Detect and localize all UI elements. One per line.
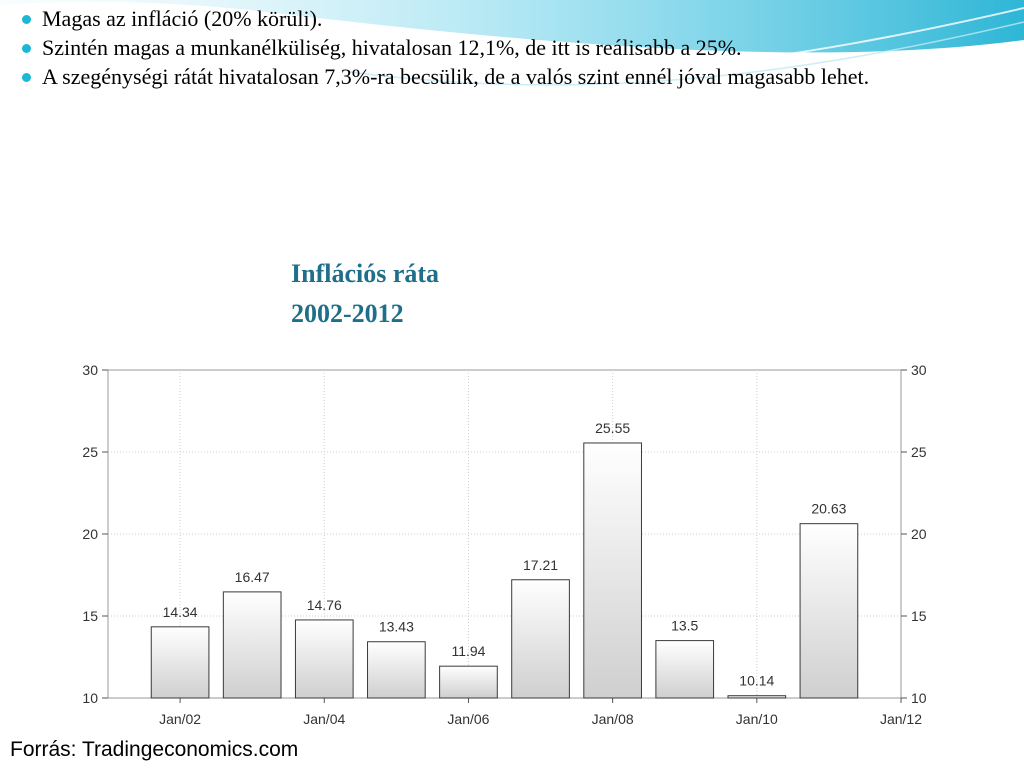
bar	[367, 641, 426, 699]
chart-title-line1: Inflációs ráta	[291, 259, 440, 288]
bar-value-label: 10.14	[739, 673, 774, 689]
y-tick-label-left: 15	[82, 608, 98, 624]
chart-container: 10 10 15 15 20 20 25 25 30 30 Jan/02 Jan/04 Jan/06 Ja…	[30, 345, 976, 745]
bullet-list: Magas az infláció (20% körüli). Szintén …	[18, 4, 1008, 91]
bullet-text: Magas az infláció (20% körüli).	[42, 6, 323, 31]
y-tick-label-left: 20	[82, 526, 98, 542]
bullet-dot-icon	[22, 73, 31, 82]
bar-value-label: 14.76	[307, 597, 342, 613]
bullet-item: Szintén magas a munkanélküliség, hivatal…	[18, 33, 1008, 62]
bar	[583, 442, 642, 699]
decorative-swoosh-header	[0, 0, 1024, 86]
bar	[799, 523, 859, 699]
x-tick-label: Jan/04	[303, 711, 345, 727]
bar-value-label: 14.34	[163, 604, 198, 620]
y-tick-label-left: 25	[82, 444, 98, 460]
chart-title: Inflációs ráta 2002-2012	[291, 254, 439, 334]
bar-value-label: 25.55	[595, 420, 630, 436]
x-tick-label: Jan/12	[880, 711, 922, 727]
y-tick-label-right: 25	[911, 444, 927, 460]
y-tick-label-right: 20	[911, 526, 927, 542]
y-tick-label-right: 30	[911, 362, 927, 378]
bar	[222, 591, 282, 699]
chart-title-line2: 2002-2012	[291, 299, 404, 328]
bar	[511, 579, 570, 699]
bar	[150, 626, 210, 699]
bullet-text: Szintén magas a munkanélküliség, hivatal…	[42, 35, 742, 60]
bar	[294, 619, 354, 699]
bar	[439, 665, 498, 699]
x-tick-label: Jan/02	[159, 711, 201, 727]
bar-value-label: 16.47	[235, 569, 270, 585]
x-tick-label: Jan/10	[736, 711, 778, 727]
bar	[655, 640, 715, 699]
inflation-bar-chart: 10 10 15 15 20 20 25 25 30 30 Jan/02 Jan/04 Jan/06 Ja…	[82, 362, 927, 727]
x-tick-label: Jan/06	[447, 711, 489, 727]
bullet-item: Magas az infláció (20% körüli).	[18, 4, 1008, 33]
bar-value-label: 13.5	[671, 618, 698, 634]
bullet-dot-icon	[22, 44, 31, 53]
y-tick-label-left: 30	[82, 362, 98, 378]
bar-value-label: 17.21	[523, 557, 558, 573]
bullet-text: A szegénységi rátát hivatalosan 7,3%-ra …	[42, 64, 870, 89]
y-tick-label-right: 10	[911, 690, 927, 706]
x-tick-label: Jan/08	[592, 711, 634, 727]
source-note: Forrás: Tradingeconomics.com	[10, 738, 299, 761]
bar-value-label: 11.94	[451, 643, 485, 659]
bullet-item: A szegénységi rátát hivatalosan 7,3%-ra …	[18, 62, 1008, 91]
y-tick-label-right: 15	[911, 608, 927, 624]
bar-value-label: 13.43	[379, 619, 414, 635]
bar-value-label: 20.63	[811, 501, 846, 517]
y-tick-label-left: 10	[82, 690, 98, 706]
bar	[727, 695, 787, 699]
bullet-dot-icon	[22, 15, 31, 24]
